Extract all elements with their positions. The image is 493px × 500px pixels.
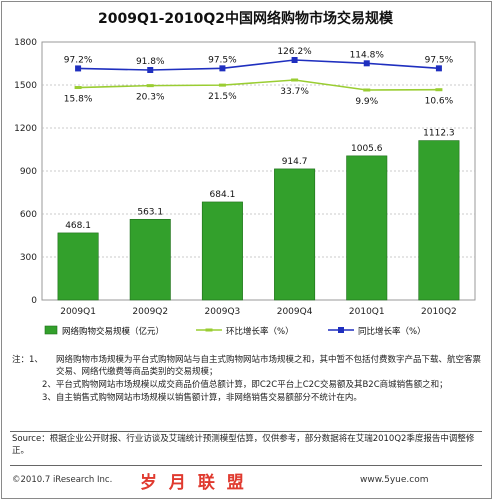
bar-value-label: 1112.3 — [423, 129, 455, 139]
series-point — [218, 83, 226, 87]
x-tick-label: 2009Q3 — [205, 307, 241, 317]
chart: 468.1 563.1 684.1 914.7 1005.6 1112.3 97.2% 91… — [14, 38, 476, 337]
series-value-label: 114.8% — [350, 50, 385, 60]
bar — [129, 218, 171, 301]
series-value-label: 15.8% — [64, 95, 93, 105]
legend-label-yoy: 同比增长率（%） — [358, 326, 426, 337]
series-value-label: 20.3% — [136, 93, 165, 103]
bar-value-label: 684.1 — [210, 190, 236, 200]
series-line — [78, 59, 439, 71]
bar-value-label: 468.1 — [65, 221, 91, 231]
x-tick-label: 2009Q2 — [132, 307, 168, 317]
series-point — [219, 65, 226, 72]
bar — [418, 140, 460, 301]
x-tick-label: 2009Q4 — [277, 307, 313, 317]
legend-marker-mom — [205, 328, 213, 332]
series-value-label: 97.2% — [64, 55, 93, 65]
bar — [57, 232, 99, 301]
note-1: 注：1、 网络购物市场规模为平台式购物网站与自主式购物网站市场规模之和，其中暂不… — [12, 354, 482, 378]
note-3: 3、自主销售式购物网站市场规模以销售额计算，非网络销售交易额部分不统计在内。 — [12, 392, 482, 404]
copyright: ©2010.7 iResearch Inc. — [12, 475, 113, 485]
y-tick-label: 1200 — [14, 124, 37, 134]
y-tick-label: 0 — [31, 296, 37, 306]
y-tick-label: 600 — [20, 210, 37, 220]
legend-label-mom: 环比增长率（%） — [226, 326, 294, 337]
series-value-label: 97.5% — [208, 55, 237, 65]
series-value-label: 97.5% — [425, 55, 454, 65]
series-value-label: 9.9% — [355, 97, 378, 107]
y-tick-label: 900 — [20, 167, 37, 177]
note-2: 2、平台式购物网站市场规模以成交商品价值总额计算，即C2C平台上C2C交易额及其… — [12, 379, 482, 391]
series-value-label: 21.5% — [208, 92, 237, 102]
bar-value-label: 563.1 — [137, 207, 163, 217]
series-value-label: 10.6% — [425, 97, 454, 107]
x-tick-label: 2009Q1 — [60, 307, 96, 317]
series-point — [363, 88, 371, 92]
y-tick-label: 1800 — [14, 38, 37, 48]
series-point — [146, 84, 154, 88]
bar — [346, 155, 388, 301]
series-point — [435, 88, 443, 92]
watermark-url: www.5yue.com — [360, 475, 429, 485]
series-point — [74, 86, 82, 90]
source-text: Source：根据企业公开财报、行业访谈及艾瑞统计预测模型估算，仅供参考，部分数… — [12, 434, 475, 456]
legend-label-bar: 网络购物交易规模（亿元） — [62, 326, 164, 337]
legend-swatch-bar — [44, 325, 58, 335]
divider-top — [10, 431, 482, 432]
legend-marker-yoy — [338, 327, 344, 333]
series-point — [291, 78, 299, 82]
chart-title: 2009Q1-2010Q2中国网络购物市场交易规模 — [97, 11, 394, 27]
notes-label: 注：1、 — [12, 355, 43, 365]
series-value-label: 33.7% — [280, 87, 309, 97]
bar — [274, 168, 316, 301]
bar — [201, 201, 243, 301]
bar-value-label: 1005.6 — [351, 144, 383, 154]
series-point — [363, 60, 370, 67]
x-tick-label: 2010Q2 — [421, 307, 457, 317]
watermark-logo: 岁 月 联 盟 — [140, 473, 247, 493]
y-tick-label: 1500 — [14, 81, 37, 91]
notes: 注：1、 网络购物市场规模为平台式购物网站与自主式购物网站市场规模之和，其中暂不… — [12, 354, 482, 404]
divider-bottom — [10, 465, 482, 466]
series-point — [291, 57, 298, 63]
note-2-text: 2、平台式购物网站市场规模以成交商品价值总额计算，即C2C平台上C2C交易额及其… — [42, 380, 448, 390]
bar-value-label: 914.7 — [282, 157, 308, 167]
note-3-text: 3、自主销售式购物网站市场规模以销售额计算，非网络销售交易额部分不统计在内。 — [42, 393, 362, 403]
x-tick-label: 2010Q1 — [349, 307, 385, 317]
y-tick-label: 300 — [20, 253, 37, 263]
series-value-label: 126.2% — [277, 47, 312, 57]
series-value-label: 91.8% — [136, 57, 165, 67]
note-1-text: 网络购物市场规模为平台式购物网站与自主式购物网站市场规模之和，其中暂不包括付费数… — [56, 355, 482, 377]
series-line — [78, 79, 439, 91]
series-point — [147, 67, 154, 73]
series-point — [75, 65, 82, 72]
series-point — [435, 65, 442, 72]
